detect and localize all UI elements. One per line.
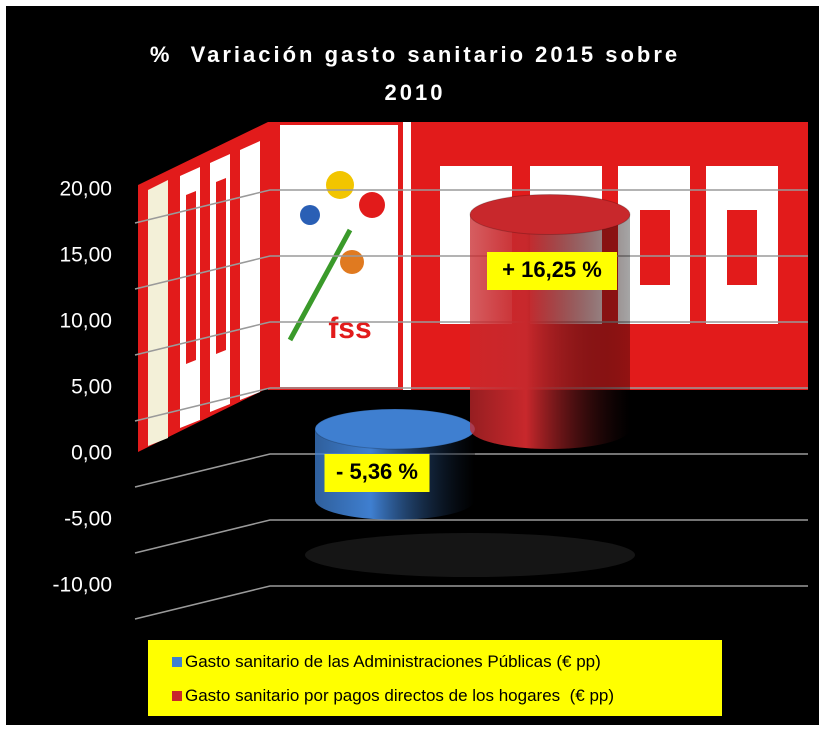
y-tick-label: 10,00 xyxy=(59,310,112,333)
legend-label: Gasto sanitario de las Administraciones … xyxy=(185,652,601,671)
y-tick-label: 0,00 xyxy=(71,442,112,465)
legend-swatch xyxy=(172,657,182,667)
legend-label: Gasto sanitario por pagos directos de lo… xyxy=(185,686,614,705)
y-tick-label: -5,00 xyxy=(64,508,112,531)
chart-title: % Variación gasto sanitario 2015 sobre 2… xyxy=(120,36,710,112)
y-tick-label: 20,00 xyxy=(59,178,112,201)
legend-entry: Gasto sanitario de las Administraciones … xyxy=(172,647,722,681)
svg-text:fss: fss xyxy=(328,312,371,345)
y-tick-label: -10,00 xyxy=(52,574,112,597)
y-tick-label: 15,00 xyxy=(59,244,112,267)
legend-swatch xyxy=(172,691,182,701)
legend: Gasto sanitario de las Administraciones … xyxy=(148,640,722,716)
bar-top xyxy=(315,409,475,449)
bar-top xyxy=(470,195,630,235)
bar xyxy=(470,215,630,450)
chart: fss -10,00 -5,00 0,00 5,00 10,00 15,00 20,00 - … xyxy=(0,0,825,731)
legend-entry: Gasto sanitario por pagos directos de lo… xyxy=(172,681,722,715)
data-label: + 16,25 % xyxy=(502,257,602,282)
y-tick-label: 5,00 xyxy=(71,376,112,399)
data-label: - 5,36 % xyxy=(336,459,418,484)
